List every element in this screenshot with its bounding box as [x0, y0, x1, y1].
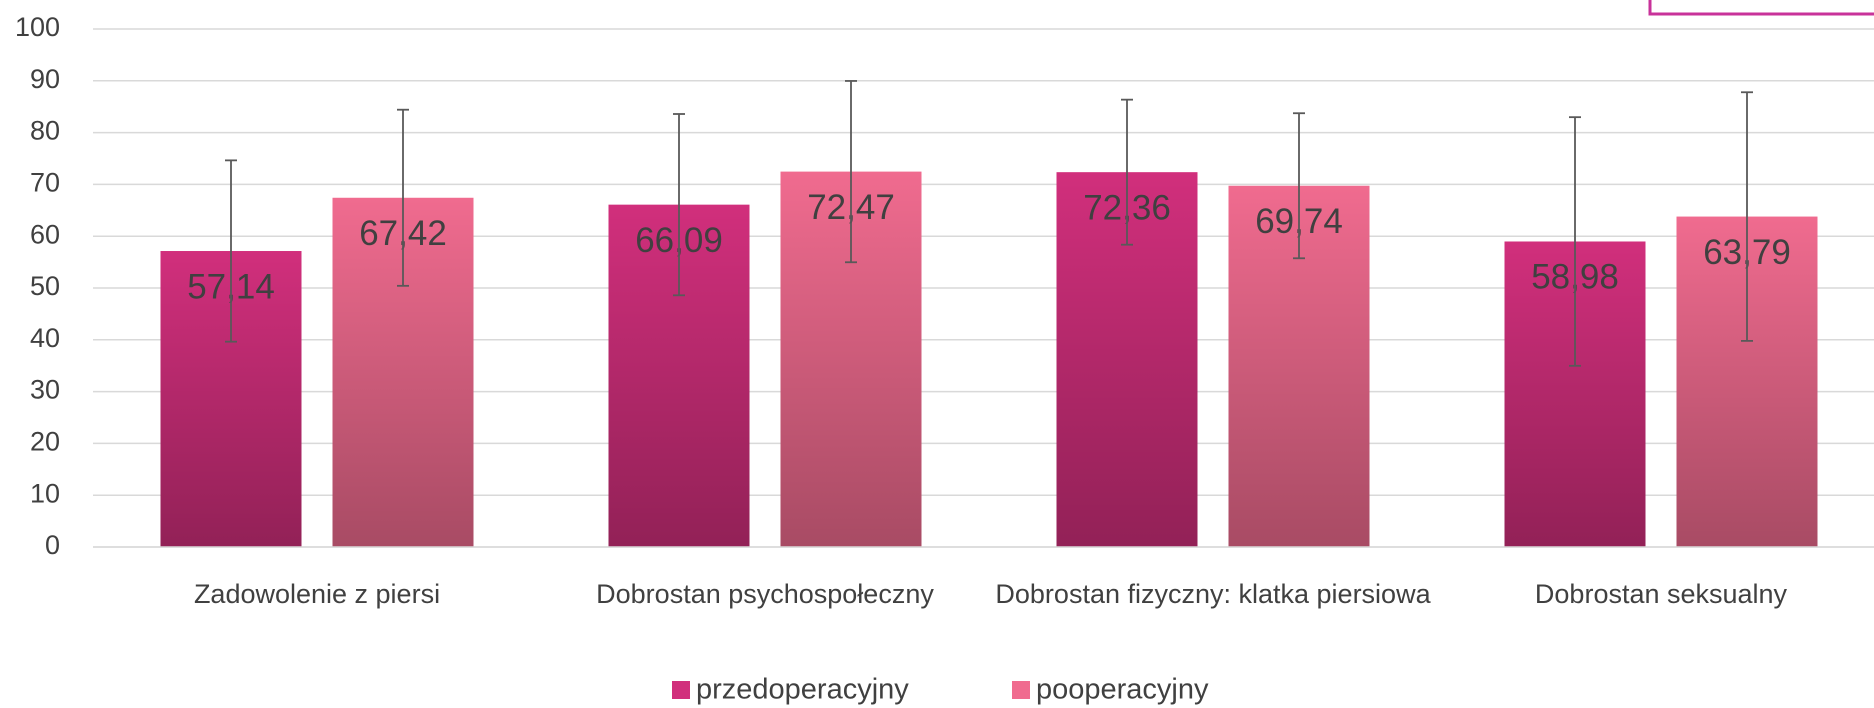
y-tick-label: 60	[30, 219, 60, 249]
frame-corner	[1648, 0, 1874, 16]
y-tick-label: 100	[15, 12, 60, 42]
y-tick-label: 30	[30, 375, 60, 405]
y-tick-label: 50	[30, 271, 60, 301]
legend-swatch	[672, 681, 690, 699]
x-tick-label: Dobrostan seksualny	[1534, 579, 1788, 609]
y-tick-label: 70	[30, 168, 60, 198]
x-tick-label: Dobrostan psychospołeczny	[596, 579, 934, 609]
y-tick-label: 90	[30, 64, 60, 94]
y-tick-label: 20	[30, 427, 60, 457]
x-tick-label: Zadowolenie z piersi	[193, 579, 441, 609]
legend-label: pooperacyjny	[1036, 674, 1209, 706]
x-tick-label: Dobrostan fizyczny: klatka piersiowa	[995, 579, 1431, 609]
y-tick-label: 0	[45, 530, 60, 560]
legend-label: przedoperacyjny	[696, 674, 909, 706]
y-tick-label: 10	[30, 478, 60, 508]
y-tick-label: 80	[30, 116, 60, 146]
legend-swatch	[1012, 681, 1030, 699]
y-tick-label: 40	[30, 323, 60, 353]
